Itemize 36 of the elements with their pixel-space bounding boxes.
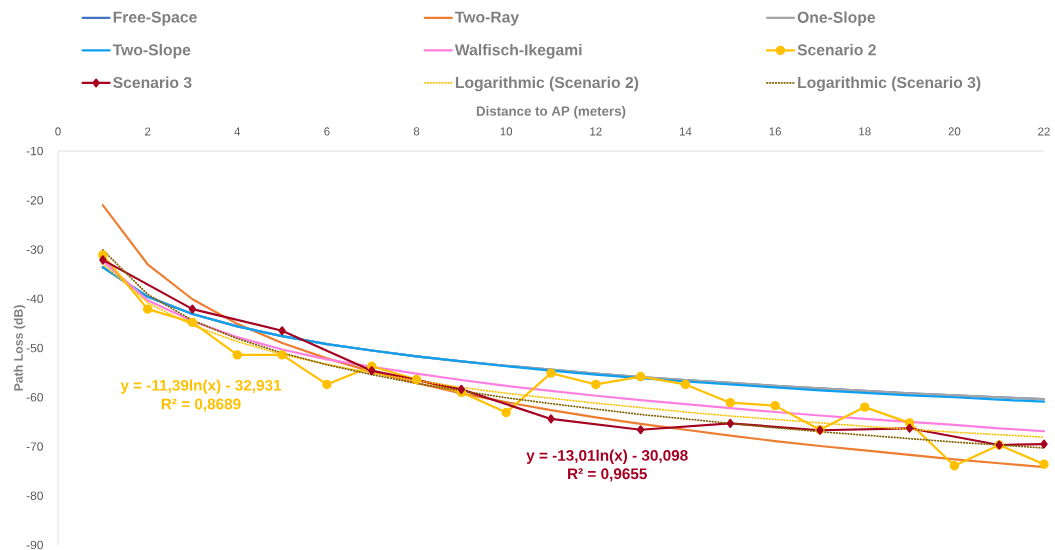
legend-label: Scenario 3 — [113, 76, 192, 89]
x-tick-label: 2 — [145, 127, 151, 136]
annotation: y = -13,01ln(x) - 30,098 — [526, 449, 688, 464]
legend-label: Two-Slope — [112, 43, 191, 59]
y-tick-label: -10 — [26, 146, 43, 156]
x-tick-label: 18 — [859, 127, 871, 136]
x-tick-label: 20 — [948, 127, 961, 136]
y-tick-label: -80 — [26, 491, 43, 500]
y-tick-label: -40 — [26, 294, 43, 303]
y-tick-label: -70 — [26, 442, 43, 451]
legend-label: Scenario 2 — [797, 43, 876, 56]
x-tick-label: 22 — [1038, 127, 1050, 136]
x-tick-label: 14 — [679, 127, 692, 136]
annotation: R² = 0,9655 — [568, 468, 647, 482]
x-tick-label: 10 — [500, 127, 513, 136]
y-tick-label: -30 — [26, 245, 43, 254]
annotation: R² = 0,8689 — [161, 398, 241, 412]
x-tick-label: 12 — [590, 127, 602, 136]
x-tick-label: 4 — [234, 127, 241, 136]
legend-label: Walfisch-Ikegami — [454, 43, 582, 59]
y-tick-label: -20 — [26, 196, 43, 205]
y-tick-label: -90 — [26, 540, 43, 550]
legend-label: Logarithmic (Scenario 2) — [455, 76, 639, 92]
y-axis-title: Path Loss (dB) — [13, 305, 26, 391]
x-tick-label: 16 — [769, 127, 781, 136]
legend-label: Two-Ray — [455, 11, 520, 26]
x-tick-label: 0 — [55, 127, 61, 136]
annotation: y = -11,39ln(x) - 32,931 — [120, 379, 282, 394]
x-tick-label: 8 — [413, 127, 420, 136]
legend-label: Logarithmic (Scenario 3) — [798, 76, 981, 92]
x-tick-label: 6 — [324, 127, 330, 136]
y-tick-label: -50 — [26, 343, 43, 353]
y-tick-label: -60 — [26, 393, 43, 402]
legend-label: One-Slope — [797, 11, 876, 26]
x-axis-title: Distance to AP (meters) — [476, 106, 626, 119]
legend-label: Free-Space — [113, 11, 197, 26]
